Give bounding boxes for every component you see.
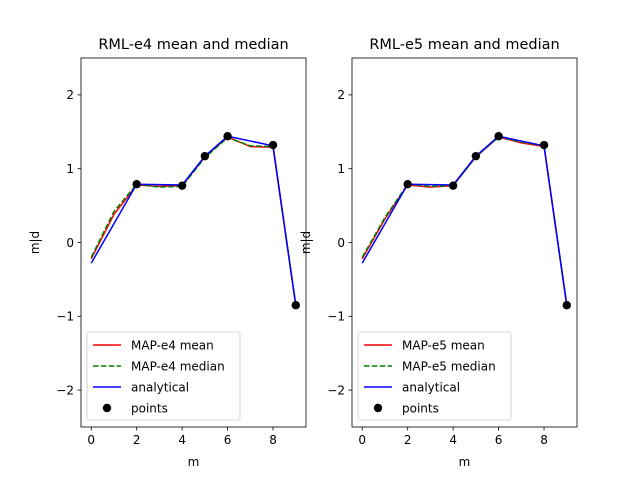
data-point-marker [268,140,278,150]
x-tick-label: 8 [269,433,277,447]
x-tick-label: 2 [133,433,141,447]
legend-box [86,331,241,421]
data-point-marker [177,181,187,190]
data-point-marker [403,179,412,189]
data-point-marker [448,181,458,190]
y-tick-label: −1 [56,310,74,324]
x-axis-label: m [459,455,471,469]
y-axis-label: m|d [28,231,42,254]
legend-entry: points [402,401,439,415]
legend-entry: analytical [131,380,189,394]
x-tick-label: 4 [178,433,186,447]
data-point-marker [539,140,549,150]
x-axis-label: m [188,455,200,469]
legend-box [357,331,512,421]
y-tick-label: −2 [56,383,74,397]
data-point-marker [562,301,571,310]
y-tick-label: −1 [327,310,345,324]
legend: MAP-e5 mean MAP-e5 median analytical points [357,331,512,421]
series-group [361,132,571,310]
x-tick-label: 4 [449,433,457,447]
legend-marker [102,403,112,413]
y-tick-label: −2 [327,383,345,397]
legend-entry: MAP-e4 median [131,359,225,373]
data-point-marker [494,132,503,141]
y-tick-label: 1 [66,162,74,176]
x-tick-label: 2 [404,433,412,447]
data-point-marker [223,132,232,141]
legend-entry: analytical [402,380,460,394]
chart-title: RML-e4 mean and median [98,37,288,53]
legend-entry: MAP-e5 median [402,359,496,373]
chart-panel-2: 0 2 4 6 8 −2 −1 0 1 2 RML-e5 mean and median m m|d MA… [299,37,578,469]
y-axis-label: m|d [299,231,313,254]
legend-entry: MAP-e4 mean [131,338,214,352]
chart-title: RML-e5 mean and median [369,37,559,53]
legend-marker [373,403,383,413]
x-tick-label: 6 [224,433,232,447]
y-tick-label: 2 [66,88,74,102]
y-tick-label: 2 [337,88,345,102]
x-tick-label: 0 [87,433,95,447]
legend: MAP-e4 mean MAP-e4 median analytical points [86,331,241,421]
x-tick-label: 0 [358,433,366,447]
y-tick-label: 0 [337,236,345,250]
data-point-marker [200,151,210,161]
x-tick-label: 8 [540,433,548,447]
y-tick-label: 1 [337,162,345,176]
x-tick-label: 6 [495,433,503,447]
data-point-marker [291,301,300,310]
chart-panel-1: 0 2 4 6 8 −2 −1 0 1 2 RML-e4 mean and median m m|d MA… [28,37,307,469]
legend-entry: MAP-e5 mean [402,338,485,352]
y-tick-label: 0 [66,236,74,250]
series-line-2 [90,136,297,305]
data-point-marker [471,151,481,161]
data-point-marker [132,179,141,189]
series-group [90,132,300,310]
legend-entry: points [131,401,168,415]
